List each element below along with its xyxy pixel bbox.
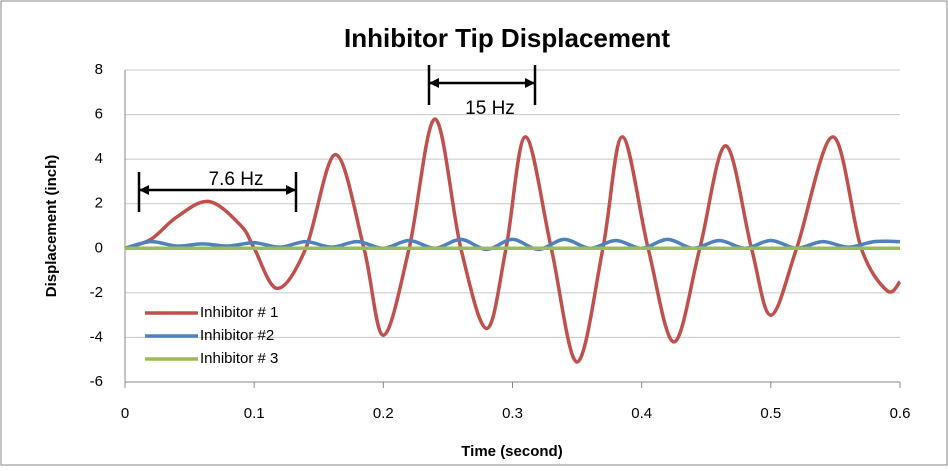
y-tick-label: 2 [95,195,103,212]
x-tick-label: 0.6 [890,405,911,422]
y-tick-label: -2 [90,284,103,301]
y-tick-label: -4 [90,328,103,345]
y-tick-label: 0 [95,239,103,256]
annotation: 7.6 Hz [209,169,264,190]
y-tick-label: 8 [95,61,103,78]
y-tick-label: -6 [90,373,103,390]
x-tick-label: 0.1 [244,405,265,422]
x-tick-label: 0.2 [373,405,394,422]
line-series [124,237,901,252]
x-axis-label: Time (second) [461,443,562,460]
annotation: 15 Hz [465,98,515,119]
legend-label: Inhibitor #2 [200,327,274,344]
x-tick-label: 0.3 [502,405,523,422]
x-tick-label: 0.5 [760,405,781,422]
x-tick-label: 0.4 [631,405,652,422]
legend-label: Inhibitor # 1 [200,304,278,321]
y-tick-label: 4 [95,150,103,167]
legend-label: Inhibitor # 3 [200,350,278,367]
line-series [124,117,902,364]
y-axis-label: Displacement (inch) [43,155,60,298]
chart-title: Inhibitor Tip Displacement [344,23,670,53]
y-tick-label: 6 [95,106,103,123]
x-tick-label: 0 [121,405,129,422]
